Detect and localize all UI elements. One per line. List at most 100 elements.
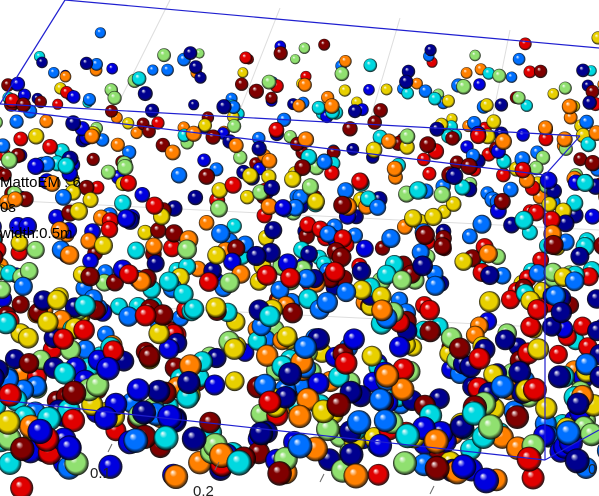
annotation: width:0.5m [0, 225, 73, 242]
particle [367, 115, 383, 130]
particle [261, 153, 278, 169]
particle [153, 425, 179, 451]
particle [185, 125, 202, 142]
particle [258, 305, 281, 328]
particle [495, 133, 512, 150]
particle [138, 345, 161, 368]
particle [301, 178, 319, 196]
particle [219, 272, 240, 293]
particle [28, 128, 45, 145]
particle [79, 56, 94, 70]
particle [472, 214, 492, 234]
particle [258, 390, 282, 414]
particle [528, 264, 548, 283]
particle [118, 264, 139, 285]
particle [78, 179, 95, 196]
particle [151, 116, 165, 130]
particle [123, 428, 149, 453]
particle [352, 280, 372, 301]
particle [561, 98, 578, 115]
particle [371, 299, 393, 322]
particle [469, 49, 481, 62]
particle [282, 302, 303, 324]
particle [117, 209, 136, 229]
particle [228, 137, 244, 154]
particle [300, 245, 318, 263]
particle [478, 244, 498, 264]
particle [339, 442, 364, 467]
particle [53, 362, 76, 385]
particle [211, 224, 231, 244]
particle [316, 153, 333, 170]
particle [0, 410, 21, 435]
particle [69, 202, 89, 221]
particle [246, 245, 267, 267]
particle [548, 344, 568, 365]
particle [224, 176, 242, 194]
particle [591, 31, 599, 45]
particle [157, 48, 172, 63]
particle [264, 221, 283, 240]
particle [50, 221, 70, 240]
particle [529, 160, 544, 176]
particle [535, 150, 551, 165]
particle [424, 207, 443, 227]
particle [189, 60, 203, 74]
particle [98, 454, 123, 479]
particle [456, 79, 472, 95]
particle [57, 157, 75, 175]
particle [56, 435, 82, 461]
particle [419, 136, 437, 154]
particle [93, 406, 118, 431]
particle [319, 225, 338, 243]
particle [107, 90, 122, 106]
particle [204, 374, 226, 396]
particle [368, 433, 393, 458]
particle [13, 131, 29, 147]
particle [381, 133, 397, 150]
particle [292, 99, 306, 113]
particle [576, 63, 590, 78]
particle [307, 372, 330, 395]
particle [324, 165, 340, 181]
particle [516, 128, 530, 142]
particle [287, 433, 313, 459]
particle [316, 291, 338, 314]
particle [90, 58, 103, 71]
particle [43, 175, 61, 192]
particle [422, 166, 437, 181]
particle [418, 84, 433, 98]
particle [10, 234, 29, 252]
particle [116, 159, 134, 176]
particle [148, 322, 170, 345]
particle [96, 356, 120, 381]
particle [433, 186, 451, 204]
particle [477, 414, 504, 440]
particle [386, 160, 403, 177]
particle [482, 67, 496, 80]
particle [256, 264, 278, 286]
particle [127, 241, 146, 260]
particle [412, 255, 433, 277]
particle [424, 44, 437, 57]
particle [514, 161, 532, 179]
particle [346, 143, 360, 156]
particle [576, 174, 595, 192]
particle [538, 120, 553, 136]
particle [337, 182, 355, 200]
particle [158, 271, 180, 292]
particle [460, 67, 473, 79]
particle [326, 392, 352, 418]
particle [408, 181, 428, 200]
particle [521, 466, 545, 490]
particle [462, 228, 478, 245]
particle [61, 408, 86, 433]
particle [27, 418, 53, 445]
particle [582, 95, 597, 110]
particle [18, 353, 40, 374]
particle [505, 71, 518, 83]
particle [539, 171, 558, 190]
particle [150, 222, 167, 239]
x-tick-label: 0.2 [193, 483, 214, 496]
particle [163, 464, 189, 489]
